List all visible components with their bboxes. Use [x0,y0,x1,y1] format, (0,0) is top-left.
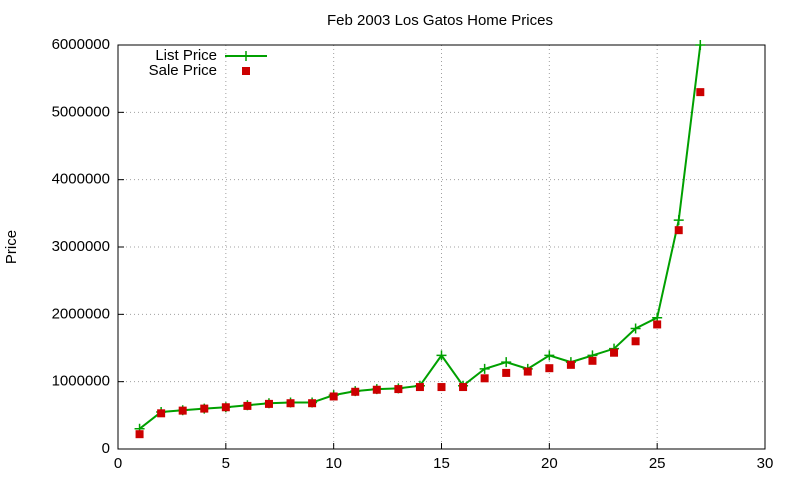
point-marker [610,348,619,357]
point-marker [501,357,512,368]
plot-border [117,44,766,450]
y-tick-label: 2000000 [52,305,110,322]
point-marker [221,403,230,412]
point-marker [308,399,317,408]
point-marker [178,406,187,415]
point-marker [286,399,295,408]
x-tick-label: 10 [325,455,342,472]
y-tick-label: 0 [102,440,110,457]
point-marker [479,363,490,374]
point-marker [630,323,641,334]
x-tick-label: 0 [114,455,122,472]
point-marker [631,337,640,346]
point-marker [695,40,706,50]
series-line [138,44,702,430]
point-marker [523,367,532,376]
point-marker [436,350,447,361]
point-marker [653,320,662,329]
point-marker [544,350,555,361]
point-marker [415,383,424,392]
y-axis-label: Price [3,230,20,264]
y-tick-label: 1000000 [52,373,110,390]
x-tick-label: 20 [541,455,558,472]
x-tick-label: 5 [222,455,230,472]
chart-title: Feb 2003 Los Gatos Home Prices [327,12,553,29]
legend-marker [241,51,251,61]
point-marker [329,392,338,401]
legend-label: Sale Price [149,62,217,79]
y-tick-label: 6000000 [52,36,110,53]
point-marker [394,385,403,394]
point-marker [157,409,166,418]
point-marker [437,383,446,392]
point-marker [673,215,684,226]
legend-label: List Price [155,47,217,64]
x-tick-label: 30 [757,455,774,472]
y-tick-label: 3000000 [52,238,110,255]
point-marker [372,385,381,394]
point-marker [459,383,468,392]
y-tick-label: 4000000 [52,171,110,188]
y-tick-label: 5000000 [52,103,110,120]
x-tick-label: 25 [649,455,666,472]
point-marker [674,226,683,235]
point-marker [696,88,705,97]
x-tick-label: 15 [433,455,450,472]
point-marker [135,430,144,439]
point-marker [480,374,489,383]
point-marker [502,368,511,377]
legend-marker [242,67,250,75]
point-marker [264,399,273,408]
point-marker [588,356,597,365]
point-marker [243,401,252,410]
point-marker [545,364,554,373]
point-marker [200,404,209,413]
point-marker [566,360,575,369]
point-marker [351,387,360,396]
